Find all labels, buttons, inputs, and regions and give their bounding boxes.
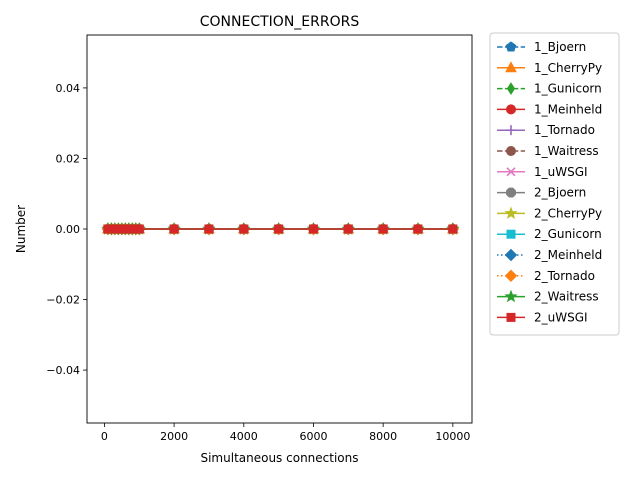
legend-item: 2_CherryPy <box>497 206 602 220</box>
x-tick-label: 6000 <box>299 430 327 443</box>
chart-title: CONNECTION_ERRORS <box>200 14 360 30</box>
data-point <box>169 224 179 234</box>
x-tick-label: 0 <box>101 430 108 443</box>
legend-label: 2_CherryPy <box>534 206 602 220</box>
legend-item: 2_Gunicorn <box>497 227 602 241</box>
data-point <box>343 224 353 234</box>
legend-marker <box>504 269 518 283</box>
legend-item: 1_Bjoern <box>497 40 586 54</box>
y-tick-label: 0.02 <box>56 152 81 165</box>
data-point <box>448 224 458 234</box>
x-tick-label: 4000 <box>230 430 258 443</box>
legend-item: 2_Tornado <box>497 269 595 283</box>
legend-marker <box>506 82 516 96</box>
data-point <box>308 224 318 234</box>
y-tick-label: −0.04 <box>46 364 80 377</box>
legend-label: 1_uWSGI <box>534 165 588 179</box>
legend-label: 2_Waitress <box>534 290 599 304</box>
legend-label: 2_Gunicorn <box>534 227 602 241</box>
y-axis: −0.04 −0.02 0.00 0.02 0.04 <box>46 82 87 377</box>
legend: 1_Bjoern 1_CherryPy 1_Gunicorn 1_Meinheld 1_… <box>489 32 620 336</box>
legend-label: 1_CherryPy <box>534 61 602 75</box>
legend-label: 1_Waitress <box>534 144 599 158</box>
x-tick-label: 10000 <box>435 430 470 443</box>
legend-item: 2_Meinheld <box>497 248 602 262</box>
legend-item: 1_Tornado <box>497 123 595 137</box>
data-point <box>204 224 214 234</box>
legend-item: 2_Waitress <box>497 290 599 304</box>
plot-marks <box>101 222 460 236</box>
x-tick-label: 2000 <box>160 430 188 443</box>
legend-label: 2_Meinheld <box>534 248 602 262</box>
legend-marker <box>506 312 516 322</box>
legend-label: 1_Meinheld <box>534 102 602 116</box>
series-2_uWSGI <box>103 224 458 234</box>
data-point <box>413 224 423 234</box>
legend-item: 2_Bjoern <box>497 186 586 200</box>
legend-marker <box>506 125 516 136</box>
x-tick-label: 8000 <box>369 430 397 443</box>
x-axis: 0 2000 4000 6000 8000 10000 <box>101 423 470 443</box>
data-point <box>134 224 144 234</box>
legend-item: 1_Gunicorn <box>497 82 602 96</box>
legend-label: 2_uWSGI <box>534 310 588 324</box>
legend-marker <box>506 104 516 115</box>
legend-marker <box>506 167 516 177</box>
data-point <box>378 224 388 234</box>
legend-marker <box>506 229 516 239</box>
legend-marker <box>506 146 516 156</box>
legend-label: 2_Tornado <box>534 269 595 283</box>
data-point <box>274 224 284 234</box>
data-point <box>239 224 249 234</box>
legend-item: 1_CherryPy <box>497 61 602 75</box>
legend-item: 1_Meinheld <box>497 102 602 116</box>
legend-item: 1_Waitress <box>497 144 599 158</box>
legend-marker <box>506 187 516 198</box>
y-tick-label: 0.04 <box>56 82 81 95</box>
y-tick-label: −0.02 <box>46 294 80 307</box>
legend-marker <box>505 61 517 73</box>
legend-item: 1_uWSGI <box>497 165 588 179</box>
y-axis-label: Number <box>14 205 28 253</box>
legend-marker <box>505 41 517 52</box>
legend-item: 2_uWSGI <box>497 310 588 324</box>
legend-frame <box>489 32 620 336</box>
x-axis-label: Simultaneous connections <box>200 451 358 465</box>
legend-label: 1_Tornado <box>534 123 595 137</box>
legend-label: 1_Gunicorn <box>534 82 602 96</box>
y-tick-label: 0.00 <box>56 223 81 236</box>
legend-label: 1_Bjoern <box>534 40 586 54</box>
legend-marker <box>504 206 518 220</box>
legend-marker <box>504 248 518 262</box>
legend-marker <box>504 289 518 303</box>
legend-label: 2_Bjoern <box>534 186 586 200</box>
